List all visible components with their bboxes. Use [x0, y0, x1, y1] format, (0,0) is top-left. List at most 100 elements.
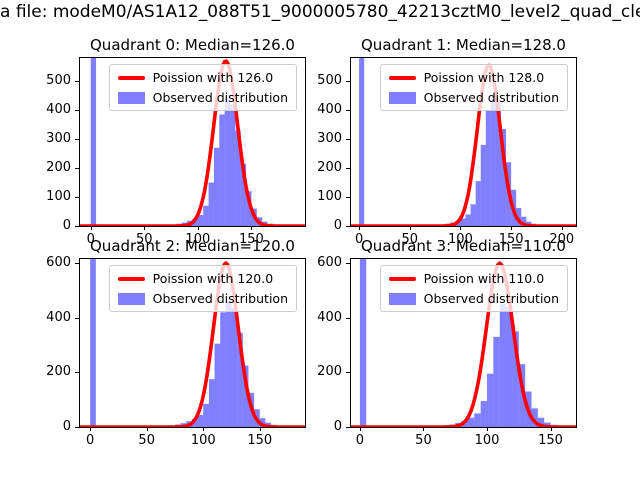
quadrant-1-bar [485, 110, 491, 226]
quadrant-1-ytick-mark [346, 168, 350, 170]
quadrant-3-xtick-mark [359, 427, 361, 431]
quadrant-2-ytick-label: 400 [46, 309, 71, 325]
quadrant-2-legend-row: Poission with 120.0 [117, 270, 288, 287]
quadrant-3-legend: Poission with 110.0 Observed distribution [379, 265, 568, 312]
quadrant-3-bar [506, 306, 513, 427]
quadrant-0-ytick-mark [75, 110, 79, 112]
quadrant-3-ytick-mark [346, 317, 350, 319]
quadrant-0-bar [240, 163, 247, 226]
quadrant-0-zero-spike-bar [90, 58, 97, 226]
quadrant-0-bar [235, 130, 241, 226]
quadrant-2-bar [242, 365, 249, 427]
quadrant-0-plot-area [80, 58, 305, 226]
legend-patch-swatch-icon [117, 91, 145, 104]
quadrant-3-xtick-label: 50 [415, 433, 432, 448]
quadrant-0-bar [197, 214, 204, 226]
quadrant-3-axes: Poission with 110.0 Observed distribution [350, 258, 577, 428]
quadrant-0-ytick-label: 400 [46, 102, 71, 118]
quadrant-3-legend-label: Poission with 110.0 [423, 271, 545, 286]
quadrant-2-legend: Poission with 120.0 Observed distribution [108, 265, 297, 312]
quadrant-1-legend-label: Observed distribution [423, 90, 559, 105]
quadrant-3-bar [537, 417, 545, 427]
quadrant-3-ytick-label: 400 [317, 309, 342, 325]
quadrant-1-ytick-label: 400 [317, 102, 342, 118]
quadrant-2-xtick-label: 50 [138, 433, 155, 448]
quadrant-3-legend-row: Observed distribution [388, 290, 559, 307]
quadrant-2-bar [197, 414, 204, 427]
quadrant-0-bar [213, 147, 220, 226]
quadrant-1-title: Quadrant 1: Median=128.0 [361, 36, 566, 54]
quadrant-0-ytick-label: 100 [46, 189, 71, 205]
quadrant-0-xtick-label: 150 [239, 232, 264, 247]
quadrant-0-xtick-label: 50 [136, 232, 153, 247]
quadrant-2-bar [214, 343, 221, 427]
quadrant-2-bar [208, 379, 215, 427]
quadrant-0-legend-label: Observed distribution [152, 90, 288, 105]
quadrant-0-bar [203, 205, 209, 226]
quadrant-3-bar [499, 304, 507, 427]
quadrant-0-xtick-label: 100 [185, 232, 211, 247]
quadrant-2-ytick-label: 0 [62, 419, 71, 434]
legend-line-swatch-icon [388, 75, 416, 80]
legend-patch-swatch-icon [388, 292, 416, 305]
quadrant-0-legend-label: Poission with 126.0 [152, 70, 274, 85]
legend-patch-swatch-icon [388, 91, 416, 104]
quadrant-2-xtick-label: 100 [190, 433, 216, 448]
quadrant-0-bar [208, 182, 214, 226]
quadrant-1-plot-area [351, 58, 576, 226]
quadrant-2-ytick-mark [75, 263, 79, 265]
quadrant-0-ytick-label: 0 [62, 218, 71, 233]
quadrant-0-xtick-mark [251, 226, 253, 230]
quadrant-3-bar [493, 336, 500, 427]
quadrant-1-legend-row: Observed distribution [388, 89, 559, 106]
quadrant-0-xtick-mark [197, 226, 199, 230]
quadrant-3-xtick-mark [487, 427, 489, 431]
quadrant-0-bar [219, 114, 225, 226]
legend-line-swatch-icon [117, 276, 145, 281]
quadrant-0-ytick-label: 500 [46, 73, 71, 89]
quadrant-3-ytick-mark [346, 427, 350, 428]
quadrant-1-bar [465, 214, 471, 226]
quadrant-2-ytick-label: 600 [46, 255, 71, 271]
quadrant-0-bar [230, 104, 236, 226]
quadrant-3-bar [487, 373, 494, 427]
quadrant-2-bar [220, 312, 226, 427]
quadrant-2-ytick-mark [75, 372, 79, 374]
quadrant-3-bar [512, 331, 519, 427]
quadrant-0-legend-row: Observed distribution [117, 89, 288, 106]
quadrant-0-axes: Poission with 126.0 Observed distribution [79, 57, 306, 227]
quadrant-1-ytick-label: 300 [317, 131, 342, 147]
quadrant-0-bar [224, 98, 230, 226]
quadrant-3-bar [531, 408, 538, 427]
quadrant-2-bar [203, 403, 209, 427]
quadrant-0-title: Quadrant 0: Median=126.0 [90, 36, 295, 54]
quadrant-1-ytick-label: 200 [317, 160, 342, 176]
quadrant-1-zero-spike-bar [359, 58, 365, 226]
quadrant-0-xtick-mark [90, 226, 92, 230]
quadrant-0-poisson-curve [80, 59, 305, 226]
quadrant-1-ytick-label: 0 [333, 218, 342, 233]
quadrant-1-bar [475, 181, 481, 226]
quadrant-1-xtick-mark [460, 226, 462, 230]
quadrant-2-legend-label: Observed distribution [152, 291, 288, 306]
quadrant-3-legend-row: Poission with 110.0 [388, 270, 559, 287]
quadrant-3-bar [474, 413, 481, 427]
quadrant-2-legend-label: Poission with 120.0 [152, 271, 274, 286]
legend-line-swatch-icon [117, 75, 145, 80]
quadrant-0-ytick-mark [75, 81, 79, 83]
quadrant-3-xtick-label: 100 [474, 433, 500, 448]
quadrant-3-ytick-label: 200 [317, 364, 342, 380]
quadrant-0-bar [246, 191, 252, 226]
quadrant-2-bar [225, 301, 232, 427]
quadrant-0-ytick-mark [75, 226, 79, 227]
quadrant-3-poisson-curve [351, 261, 576, 427]
quadrant-2-zero-spike-bar [90, 259, 96, 427]
quadrant-1-poisson-curve [351, 63, 576, 226]
quadrant-3-bar [544, 422, 551, 427]
quadrant-2-xtick-mark [203, 427, 205, 431]
quadrant-2-legend-row: Observed distribution [117, 290, 288, 307]
quadrant-1-bar [470, 204, 476, 226]
quadrant-1-legend-row: Poission with 128.0 [388, 69, 559, 86]
quadrant-1-bar [495, 102, 501, 226]
